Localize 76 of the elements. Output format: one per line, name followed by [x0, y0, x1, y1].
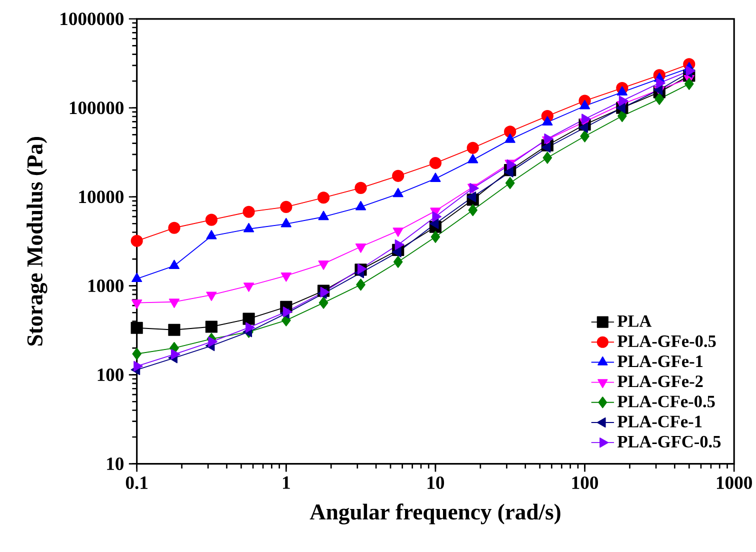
point — [206, 292, 217, 302]
point — [580, 130, 590, 142]
point — [168, 222, 180, 234]
point — [134, 360, 143, 372]
point — [168, 324, 180, 336]
y-tick-label: 10 — [107, 458, 124, 470]
point — [242, 312, 255, 325]
point — [616, 102, 626, 114]
point — [205, 214, 218, 226]
legend-label: PLA-GFC-0.5 — [617, 436, 721, 448]
x-tick-label: 1000 — [716, 476, 752, 490]
point — [243, 282, 254, 292]
legend-label: PLA-CFe-0.5 — [617, 396, 715, 408]
point — [318, 296, 328, 309]
point — [505, 177, 515, 190]
x-axis-title: Angular frequency (rad/s) — [310, 504, 560, 524]
x-tick-label: 10 — [428, 476, 444, 490]
point — [504, 166, 514, 178]
point — [466, 142, 479, 154]
legend-label: PLA-GFe-0.5 — [617, 335, 716, 348]
point — [317, 192, 330, 204]
point — [616, 86, 628, 96]
y-tick-label: 1000 — [88, 280, 124, 292]
point — [132, 348, 142, 360]
point — [132, 300, 142, 309]
point — [392, 188, 404, 198]
point — [429, 218, 439, 230]
point — [205, 320, 218, 333]
point — [280, 218, 292, 228]
point — [132, 272, 142, 282]
point — [170, 349, 180, 360]
x-tick-label: 0.1 — [126, 476, 148, 490]
legend-label: PLA-GFe-2 — [617, 376, 703, 388]
point — [392, 170, 404, 182]
y-axis-title: Storage Modulus (Pa) — [26, 137, 48, 346]
point — [130, 322, 143, 334]
point — [504, 134, 516, 143]
point — [393, 256, 403, 268]
point — [355, 200, 366, 210]
point — [429, 157, 442, 170]
point — [578, 122, 588, 133]
point — [542, 152, 552, 164]
point — [242, 206, 255, 218]
point — [579, 100, 590, 110]
x-tick-label: 1 — [282, 476, 290, 489]
point — [168, 260, 180, 270]
legend-label: PLA-CFe-1 — [617, 416, 702, 428]
y-tick-label: 10000 — [79, 190, 124, 204]
y-tick-label: 1000000 — [60, 12, 124, 26]
point — [430, 230, 440, 243]
point — [246, 322, 255, 333]
point — [392, 228, 404, 237]
point — [208, 336, 218, 348]
legend-label: PLA-GFe-1 — [617, 356, 703, 368]
point — [392, 246, 402, 258]
point — [468, 154, 478, 164]
point — [206, 230, 217, 240]
point — [282, 306, 292, 318]
x-tick-label: 100 — [572, 476, 598, 490]
point — [243, 222, 254, 232]
point — [466, 192, 476, 202]
point — [318, 260, 329, 270]
point — [356, 278, 366, 291]
point — [130, 234, 143, 248]
y-tick-label: 100000 — [70, 102, 124, 114]
point — [280, 200, 292, 214]
point — [542, 116, 553, 126]
legend-label: PLA — [617, 315, 652, 327]
point — [618, 110, 627, 122]
point — [430, 172, 441, 182]
point — [318, 210, 329, 220]
point — [541, 142, 551, 153]
point — [468, 204, 478, 216]
point — [354, 182, 367, 194]
point — [654, 92, 664, 106]
y-tick-label: 100 — [98, 368, 124, 382]
